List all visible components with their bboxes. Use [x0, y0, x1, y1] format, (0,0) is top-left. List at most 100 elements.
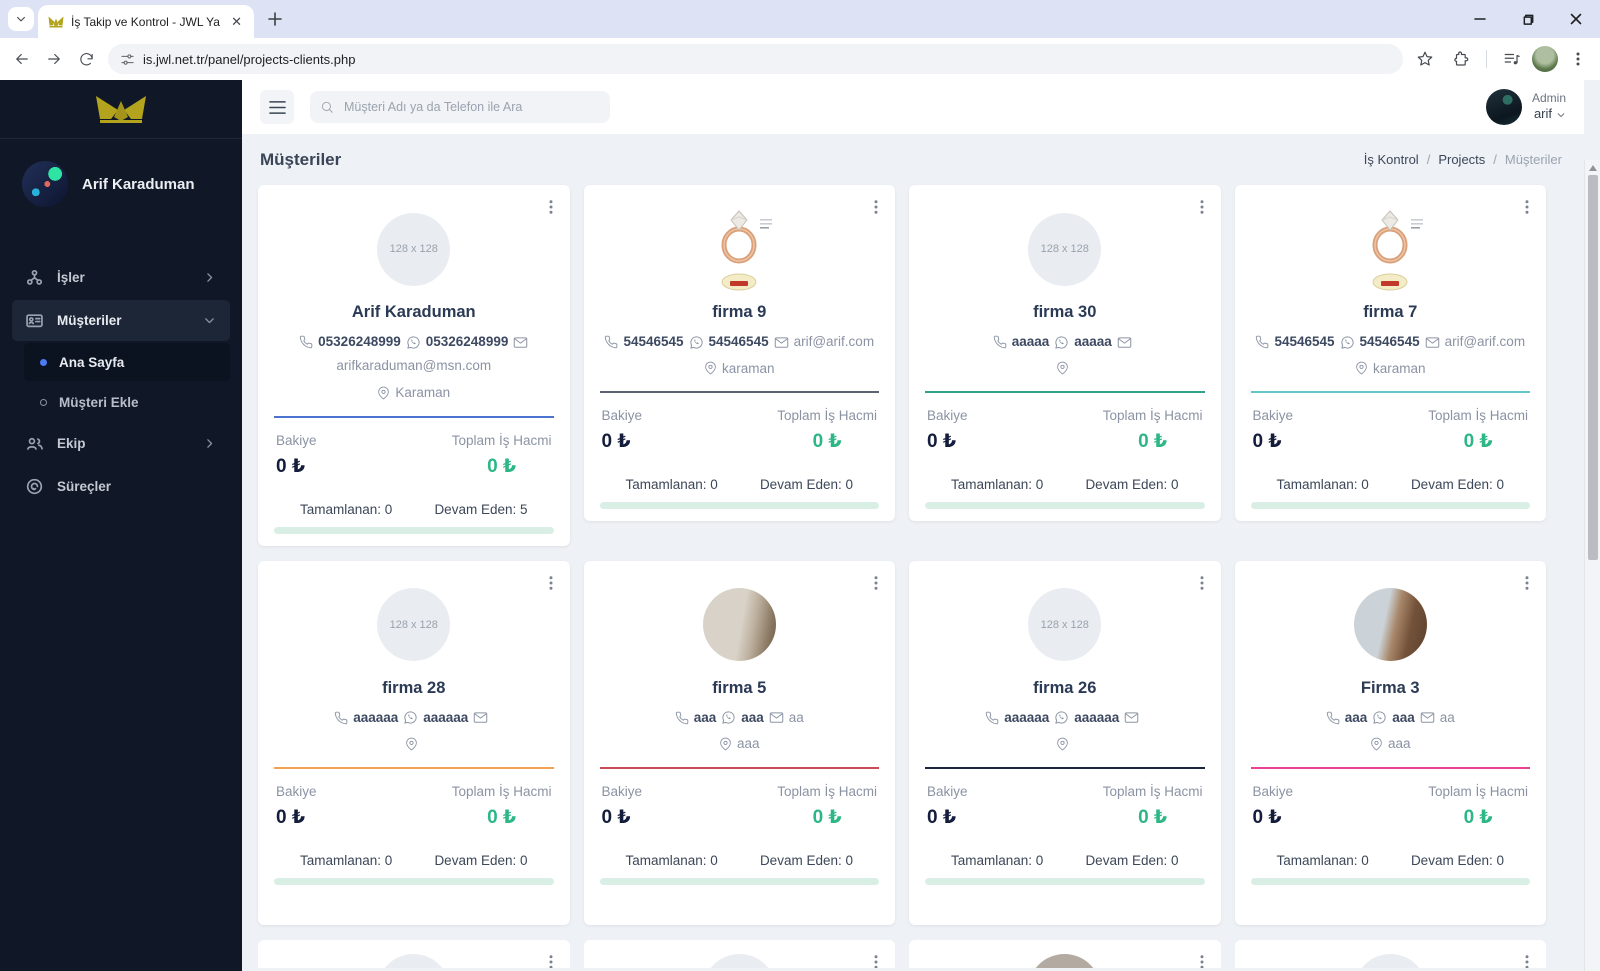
client-phone[interactable]: aaa — [693, 709, 717, 725]
tamamlanan-count: Tamamlanan: 0 — [1276, 477, 1369, 493]
extensions-icon[interactable] — [1445, 43, 1477, 75]
card-menu-button[interactable] — [540, 950, 562, 968]
card-menu-button[interactable] — [865, 950, 887, 968]
card-menu-button[interactable] — [540, 195, 562, 219]
sidebar-item-ekip[interactable]: Ekip — [12, 423, 230, 464]
client-phone[interactable]: 54546545 — [623, 334, 684, 349]
client-email[interactable]: aa — [788, 709, 804, 725]
user-menu[interactable]: Admin arif — [1485, 89, 1566, 125]
sidebar-item-i̇şler[interactable]: İşler — [12, 257, 230, 298]
client-email[interactable]: arifkaraduman@msn.com — [336, 358, 492, 374]
hacmi-label: Toplam İş Hacmi — [1428, 783, 1528, 799]
hacmi-value: 0 ₺ — [812, 430, 842, 453]
restore-button[interactable] — [1504, 0, 1552, 38]
client-whatsapp[interactable]: aaaaaa — [1074, 709, 1120, 725]
media-controls-icon[interactable] — [1496, 43, 1528, 75]
sidebar-item-süreçler[interactable]: Süreçler — [12, 466, 230, 507]
client-phone[interactable]: aaa — [1344, 709, 1368, 725]
breadcrumb-item[interactable]: İş Kontrol — [1363, 152, 1419, 167]
app-logo[interactable] — [0, 80, 242, 139]
sidebar-nav: İşler Müşteriler Ana Sayfa Müşteri Ekle Ekip… — [0, 237, 242, 507]
client-name: firma 30 — [1033, 303, 1097, 321]
kebab-icon — [874, 575, 878, 590]
email-icon — [1425, 336, 1439, 348]
client-phone[interactable]: aaaaaa — [1004, 709, 1050, 725]
tamamlanan-count: Tamamlanan: 0 — [1276, 852, 1369, 868]
client-whatsapp[interactable]: 05326248999 — [425, 334, 509, 349]
client-whatsapp[interactable]: aaaaa — [1074, 334, 1112, 349]
search-input[interactable] — [342, 99, 600, 115]
client-whatsapp[interactable]: aaaaaa — [423, 709, 469, 725]
site-settings-icon[interactable] — [120, 52, 135, 67]
sidebar-toggle-button[interactable] — [260, 90, 294, 124]
client-phone[interactable]: 54546545 — [1274, 334, 1335, 349]
browser-profile-avatar[interactable] — [1532, 46, 1558, 72]
placeholder-avatar: 128 x 128 — [1028, 212, 1102, 286]
minimize-button[interactable] — [1456, 0, 1504, 38]
progress-bar — [1250, 877, 1530, 885]
browser-menu-icon[interactable] — [1562, 43, 1594, 75]
card-menu-button[interactable] — [1191, 195, 1213, 219]
page-title: Müşteriler — [260, 149, 342, 169]
client-email[interactable]: arif@arif.com — [793, 334, 875, 349]
card-menu-button[interactable] — [865, 571, 887, 595]
card-accent-divider — [1250, 391, 1530, 394]
url-text[interactable]: is.jwl.net.tr/panel/projects-clients.php — [143, 51, 356, 67]
client-card-partial: 128 x 128 — [1234, 939, 1546, 968]
tab-close-icon[interactable]: ✕ — [227, 12, 246, 32]
chevron-down-icon — [17, 16, 25, 22]
client-phone[interactable]: aaaaaa — [353, 709, 399, 725]
scrollbar-up-arrow[interactable] — [1588, 165, 1597, 171]
card-menu-button[interactable] — [1516, 950, 1538, 968]
breadcrumb-item[interactable]: Projects — [1438, 152, 1486, 167]
forward-button[interactable] — [38, 43, 70, 75]
browser-tab[interactable]: İş Takip ve Kontrol - JWL Yazılım ✕ — [38, 5, 254, 38]
card-menu-button[interactable] — [1191, 950, 1213, 968]
bakiye-label: Bakiye — [276, 783, 317, 799]
client-email[interactable]: aa — [1439, 709, 1455, 725]
sidebar-profile[interactable]: Arif Karaduman — [0, 139, 242, 237]
card-accent-divider — [274, 415, 554, 418]
devam-count: Devam Eden: 0 — [1085, 477, 1179, 493]
client-whatsapp[interactable]: 54546545 — [708, 334, 769, 349]
tab-search-button[interactable] — [8, 7, 34, 31]
whatsapp-icon — [404, 711, 417, 724]
whatsapp-icon — [689, 336, 703, 349]
client-whatsapp[interactable]: aaa — [1392, 709, 1415, 725]
client-contact: aaaaaa aaaaaa — [274, 708, 554, 728]
card-menu-button[interactable] — [1191, 571, 1213, 595]
client-card: 128 x 128 firma 28 aaaaaa aaaaaa Bakiye … — [258, 560, 570, 925]
hacmi-value: 0 ₺ — [487, 454, 517, 477]
card-menu-button[interactable] — [1516, 571, 1538, 595]
close-window-button[interactable] — [1552, 0, 1600, 38]
card-menu-button[interactable] — [540, 571, 562, 595]
card-menu-button[interactable] — [865, 195, 887, 219]
sidebar-item-label: Ekip — [57, 436, 86, 451]
page-scrollbar[interactable] — [1584, 160, 1600, 971]
client-whatsapp[interactable]: 54546545 — [1359, 334, 1420, 349]
card-menu-button[interactable] — [1516, 195, 1538, 219]
ring-product-image — [721, 210, 773, 291]
url-bar[interactable]: is.jwl.net.tr/panel/projects-clients.php — [108, 44, 1403, 74]
bookmark-star-icon[interactable] — [1409, 43, 1441, 75]
client-phone[interactable]: 05326248999 — [318, 334, 401, 349]
client-name: Firma 3 — [1360, 678, 1420, 697]
window-controls — [1456, 0, 1600, 38]
client-email[interactable]: arif@arif.com — [1444, 334, 1526, 349]
sidebar-subitem-ana-sayfa[interactable]: Ana Sayfa — [24, 343, 230, 381]
new-tab-button[interactable] — [262, 7, 288, 31]
sidebar-item-müşteriler[interactable]: Müşteriler — [12, 300, 230, 341]
hacmi-label: Toplam İş Hacmi — [1102, 408, 1203, 424]
reload-button[interactable] — [70, 43, 102, 75]
scrollbar-thumb[interactable] — [1587, 175, 1598, 560]
devam-count: Devam Eden: 5 — [434, 501, 528, 517]
tamamlanan-count: Tamamlanan: 0 — [625, 852, 718, 868]
client-phone[interactable]: aaaaa — [1011, 334, 1050, 349]
devam-count: Devam Eden: 0 — [759, 852, 853, 868]
sidebar-subitem-müşteri-ekle[interactable]: Müşteri Ekle — [24, 383, 230, 421]
back-button[interactable] — [6, 43, 38, 75]
client-whatsapp[interactable]: aaa — [741, 709, 764, 725]
client-search[interactable] — [310, 91, 610, 123]
users-icon — [27, 437, 43, 450]
client-contact: aaa aaa aa — [600, 708, 880, 728]
